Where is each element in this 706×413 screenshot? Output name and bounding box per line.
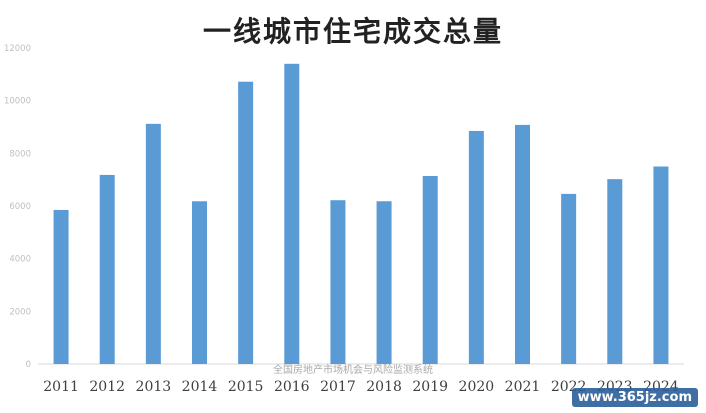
x-tick-label: 2013 bbox=[136, 379, 172, 395]
bar-2020 bbox=[468, 130, 484, 364]
chart-title: 一线城市住宅成交总量 bbox=[202, 15, 503, 48]
bar-2011 bbox=[53, 209, 69, 364]
bar-2015 bbox=[238, 81, 254, 364]
x-tick-label: 2021 bbox=[505, 379, 541, 395]
site-watermark: www.365jz.com bbox=[571, 388, 698, 407]
bar-2019 bbox=[422, 175, 438, 364]
bar-2012 bbox=[99, 174, 115, 364]
bar-2017 bbox=[330, 200, 346, 364]
y-tick-label: 0 bbox=[26, 360, 31, 370]
bar-2024 bbox=[653, 166, 669, 364]
y-tick-label: 8000 bbox=[9, 149, 31, 159]
bar-2018 bbox=[376, 201, 392, 364]
bar-2016 bbox=[284, 63, 300, 365]
bar-2014 bbox=[192, 201, 207, 364]
x-tick-label: 2019 bbox=[412, 379, 448, 395]
watermark-text: 全国房地产市场机会与风险监测系统 bbox=[273, 365, 433, 376]
y-tick-label: 10000 bbox=[4, 97, 31, 107]
x-tick-label: 2017 bbox=[320, 379, 356, 395]
x-tick-label: 2015 bbox=[228, 379, 264, 395]
y-tick-label: 12000 bbox=[4, 44, 31, 54]
x-tick-label: 2020 bbox=[459, 379, 495, 395]
x-tick-label: 2011 bbox=[43, 379, 79, 395]
x-tick-label: 2014 bbox=[182, 379, 218, 395]
x-tick-label: 2012 bbox=[89, 379, 125, 395]
y-tick-label: 2000 bbox=[9, 307, 31, 317]
bar-2022 bbox=[561, 193, 577, 364]
bar-2023 bbox=[607, 179, 623, 364]
bar-2021 bbox=[515, 124, 530, 364]
y-tick-label: 4000 bbox=[9, 255, 31, 265]
x-tick-label: 2018 bbox=[366, 379, 402, 395]
bar-2013 bbox=[145, 123, 161, 364]
y-tick-label: 6000 bbox=[9, 202, 31, 212]
x-tick-label: 2016 bbox=[274, 379, 310, 395]
